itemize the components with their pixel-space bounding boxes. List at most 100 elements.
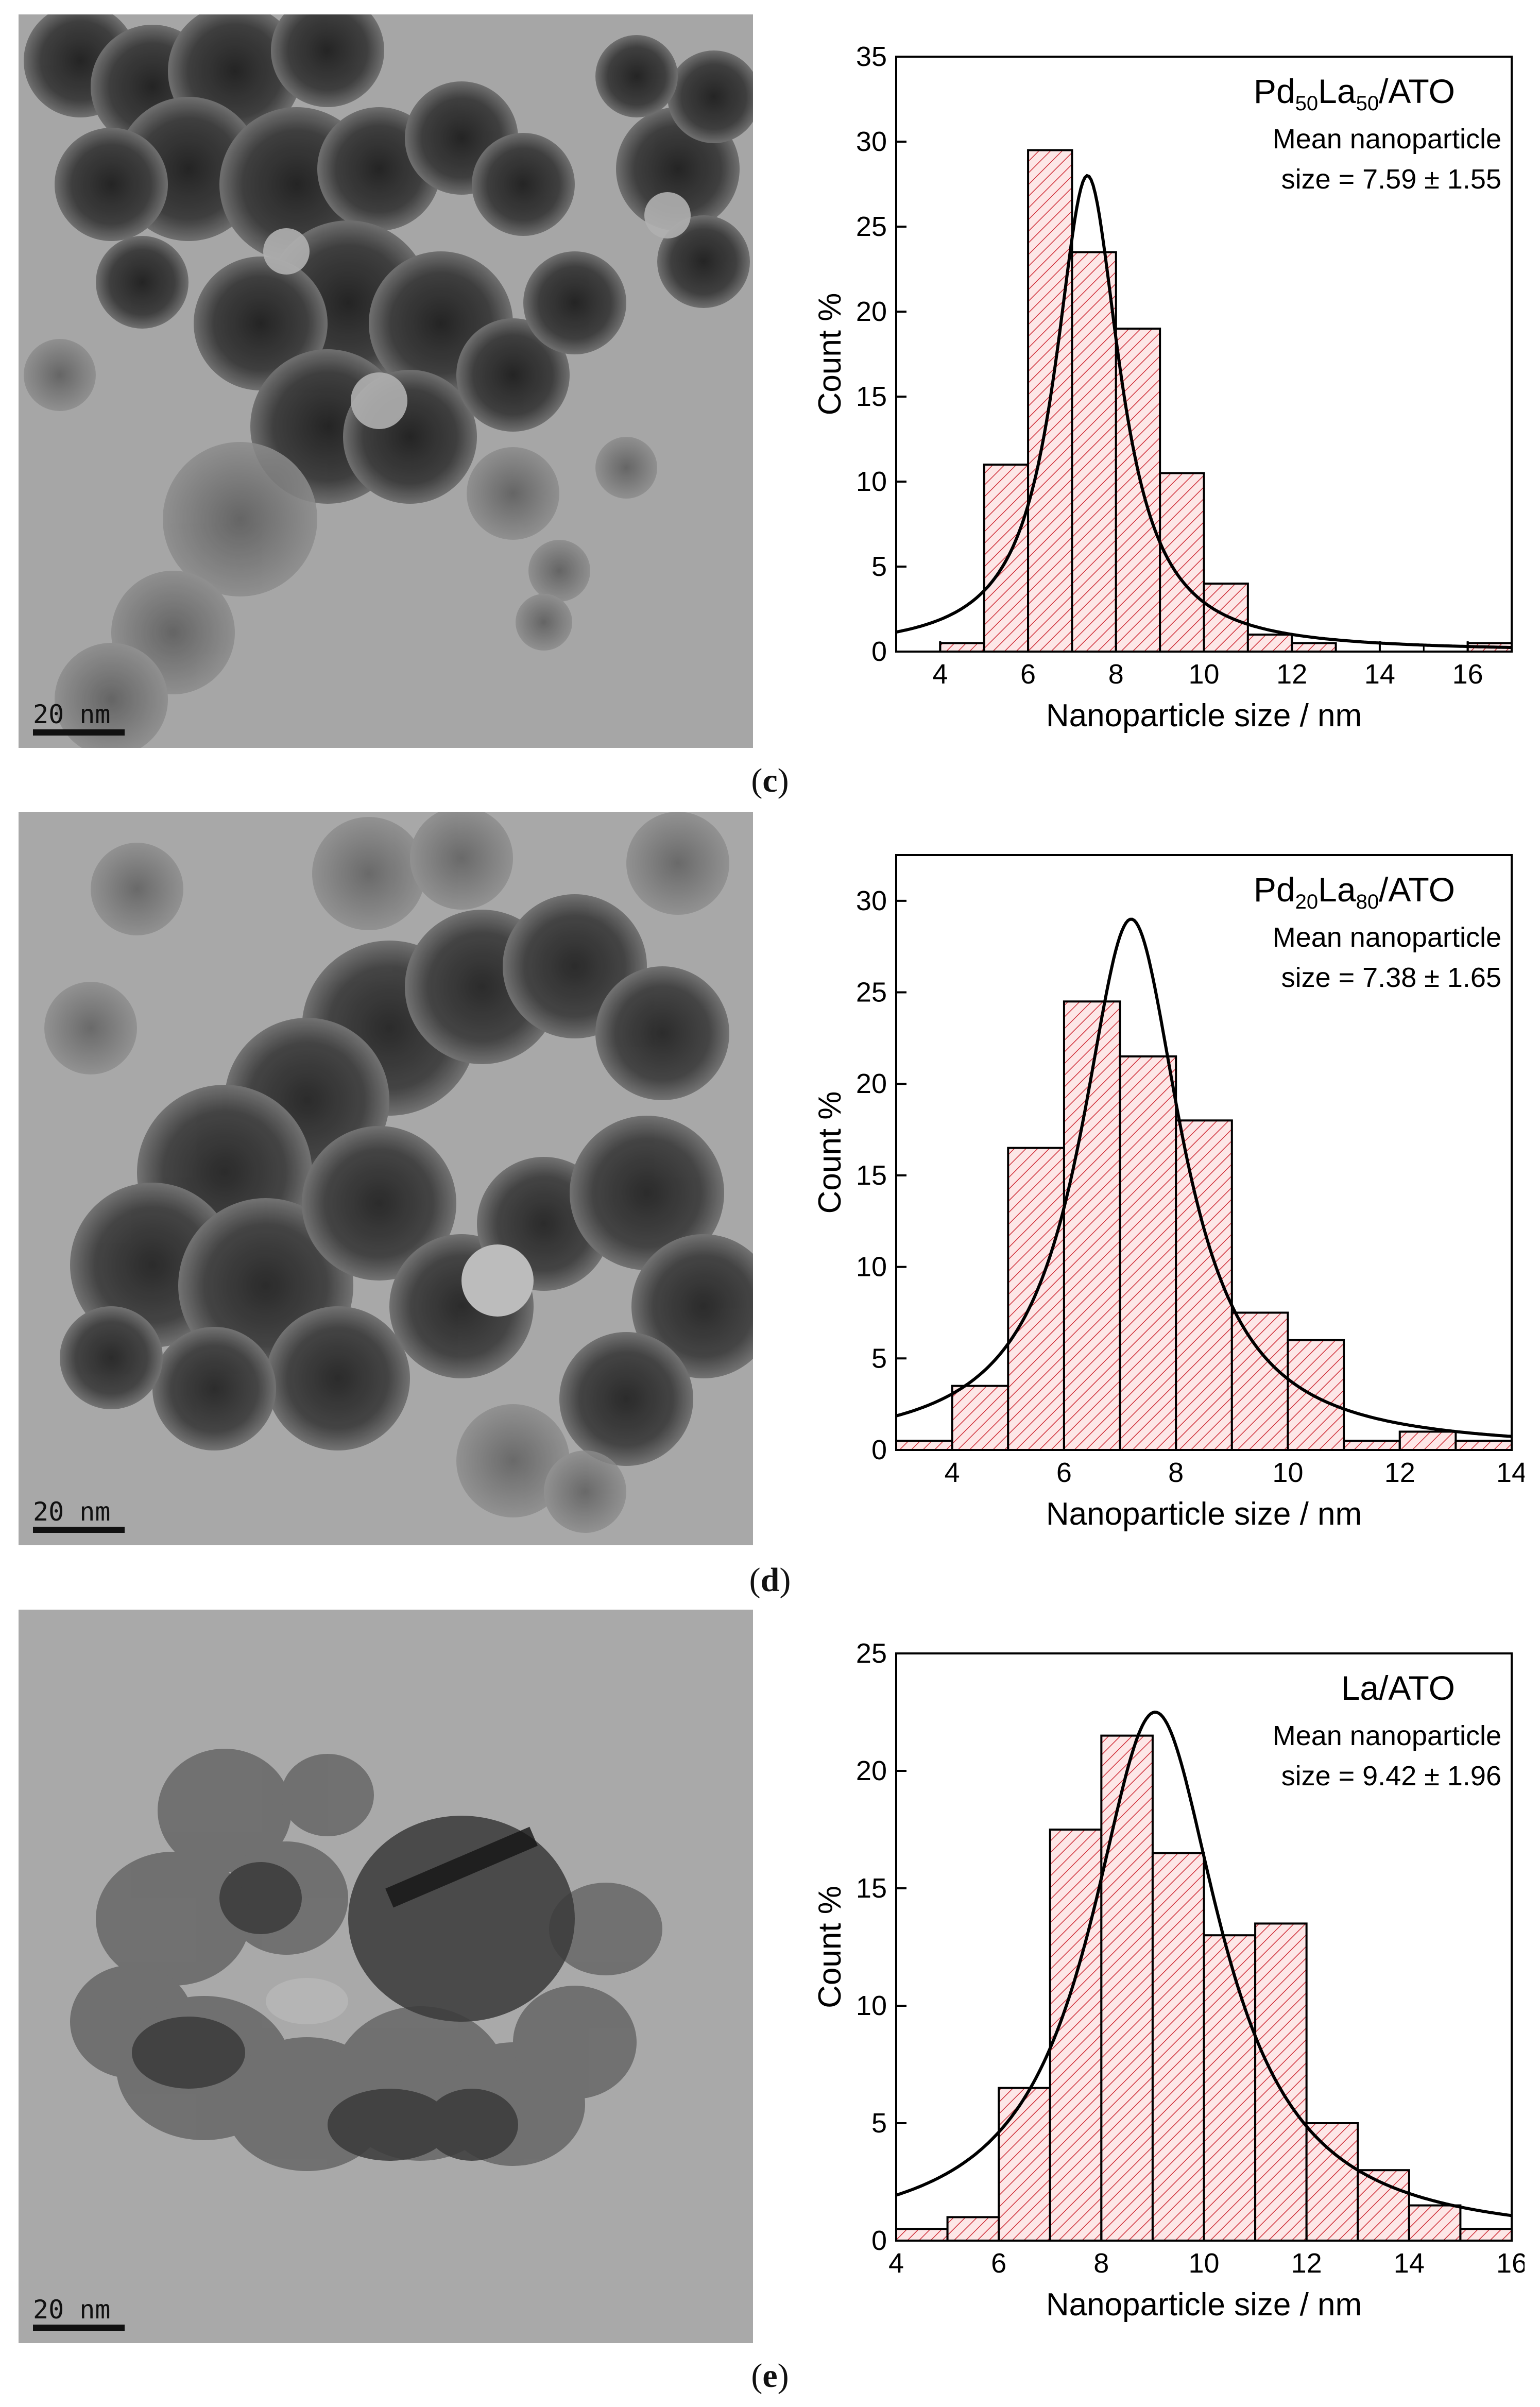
sample-label: Pd50La50/ATO [1254, 72, 1455, 115]
x-tick-label: 10 [1188, 2248, 1219, 2279]
scale-bar-c [33, 729, 125, 736]
y-tick-label: 10 [856, 466, 887, 497]
scale-bar-label-d: 20 nm [33, 1497, 111, 1527]
y-tick-label: 10 [856, 1252, 887, 1283]
tem-image-e [19, 1610, 753, 2343]
sample-label-base: La/ATO [1341, 1669, 1455, 1707]
x-tick-label: 10 [1188, 659, 1219, 690]
histogram-bars [939, 149, 1513, 653]
sample-label-sub2: 50 [1356, 92, 1379, 115]
tem-micrograph-e: 20 nm [19, 1610, 753, 2343]
histogram-bar [1100, 1734, 1154, 2242]
histogram-bar [1159, 472, 1205, 653]
x-tick-label: 4 [932, 659, 948, 690]
x-axis-label: Nanoparticle size / nm [1046, 2287, 1362, 2323]
mean-size-annotation-line1: Mean nanoparticle [1273, 1720, 1501, 1751]
caption-letter-c: c [762, 762, 778, 799]
histogram-bar [1071, 251, 1117, 653]
scale-bar-e [33, 2325, 125, 2331]
histogram-chart-e: 4 6 8 10 12 14 16 0 5 10 15 20 25 Nanoparticle size /… [812, 1643, 1525, 2323]
histogram-bar [1203, 1934, 1257, 2242]
y-tick-label: 0 [871, 636, 887, 667]
x-tick-label: 14 [1394, 2248, 1425, 2279]
histogram-bar [1408, 2204, 1462, 2242]
histogram-bar [951, 1385, 1009, 1451]
histogram-bar [1343, 1440, 1401, 1451]
histogram-bar [946, 2216, 1000, 2242]
histogram-bar [1305, 2122, 1359, 2242]
histogram-bar [1357, 2169, 1410, 2242]
histogram-bar [1151, 1852, 1205, 2242]
y-tick-label: 5 [871, 2108, 887, 2139]
y-tick-label: 5 [871, 1343, 887, 1374]
mean-size-annotation-line2: size = 7.38 ± 1.65 [1281, 962, 1501, 993]
y-tick-label: 30 [856, 885, 887, 916]
y-tick-label: 5 [871, 551, 887, 582]
tem-micrograph-c: 20 nm [19, 14, 753, 748]
fit-curve [896, 917, 1512, 1438]
y-axis-label: Count % [812, 293, 848, 416]
caption-e: (e) [0, 2357, 1540, 2396]
caption-open-e: ( [751, 2357, 763, 2395]
histogram-bars [895, 1000, 1513, 1452]
x-tick-label: 8 [1168, 1457, 1184, 1488]
plot-frame [895, 854, 1513, 1451]
histogram-bar [895, 1440, 953, 1451]
caption-open-d: ( [749, 1561, 761, 1599]
caption-d: (d) [0, 1561, 1540, 1600]
caption-letter-e: e [762, 2357, 778, 2395]
y-tick-label: 25 [856, 211, 887, 242]
y-tick-label: 20 [856, 296, 887, 327]
scale-bar-label-c: 20 nm [33, 699, 111, 729]
histogram-bar [1254, 1922, 1308, 2242]
caption-close-d: ) [779, 1561, 791, 1599]
y-tick-label: 20 [856, 1755, 887, 1786]
y-tick-label: 15 [856, 1873, 887, 1904]
x-tick-label: 4 [888, 2248, 904, 2279]
histogram-bar [1291, 642, 1337, 653]
x-tick-label: 6 [991, 2248, 1006, 2279]
fit-curve [896, 174, 1512, 649]
x-tick-label: 4 [945, 1457, 960, 1488]
sample-label-mid: La [1318, 870, 1356, 909]
y-tick-label: 15 [856, 1160, 887, 1191]
tem-image-d [19, 812, 753, 1545]
histogram-bar [1049, 1829, 1103, 2242]
sample-label-base: Pd [1254, 870, 1295, 909]
x-tick-label: 12 [1291, 2248, 1322, 2279]
x-tick-label: 16 [1496, 2248, 1525, 2279]
histogram-bar [1398, 1430, 1457, 1452]
histogram-bar [998, 2087, 1051, 2242]
mean-size-annotation-line1: Mean nanoparticle [1273, 922, 1501, 953]
scale-bar-d [33, 1527, 125, 1533]
caption-c: (c) [0, 761, 1540, 800]
y-tick-label: 25 [856, 1643, 887, 1669]
y-tick-label: 25 [856, 977, 887, 1008]
caption-close-c: ) [777, 762, 789, 799]
x-tick-label: 6 [1020, 659, 1036, 690]
histogram-bar [1287, 1339, 1345, 1451]
histogram-bar [1459, 2228, 1513, 2242]
x-axis-label: Nanoparticle size / nm [1046, 1496, 1362, 1532]
sample-label: Pd20La80/ATO [1254, 870, 1455, 913]
x-tick-label: 8 [1093, 2248, 1109, 2279]
x-tick-label: 10 [1272, 1457, 1303, 1488]
tem-micrograph-d: 20 nm [19, 812, 753, 1545]
sample-label-sub2: 80 [1356, 891, 1379, 913]
caption-close-e: ) [777, 2357, 789, 2395]
fit-curve [896, 1710, 1512, 2217]
x-tick-label: 14 [1496, 1457, 1525, 1488]
scale-bar-label-e: 20 nm [33, 2295, 111, 2325]
caption-letter-d: d [760, 1561, 780, 1599]
sample-label-tail: /ATO [1379, 870, 1455, 909]
sample-label: La/ATO [1341, 1669, 1455, 1707]
x-tick-label: 14 [1364, 659, 1395, 690]
x-axis-label: Nanoparticle size / nm [1046, 698, 1362, 733]
y-tick-label: 35 [856, 46, 887, 72]
histogram-bar [1203, 583, 1249, 653]
x-tick-label: 12 [1384, 1457, 1415, 1488]
y-tick-label: 30 [856, 126, 887, 157]
mean-size-annotation-line2: size = 7.59 ± 1.55 [1281, 164, 1501, 195]
mean-size-annotation-line1: Mean nanoparticle [1273, 124, 1501, 155]
caption-open-c: ( [751, 762, 763, 799]
